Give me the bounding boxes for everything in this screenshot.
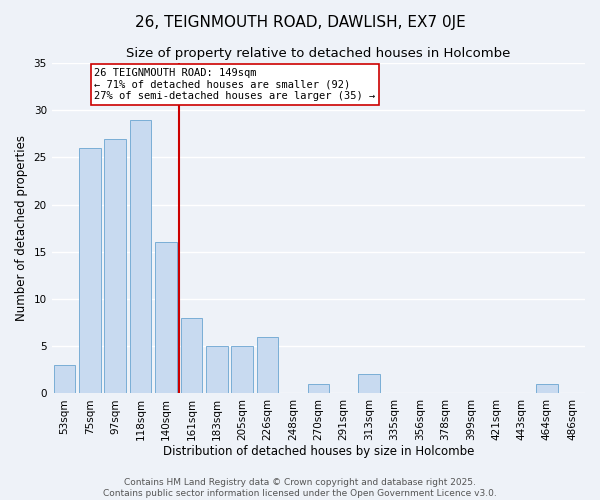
Bar — [79, 148, 101, 394]
Bar — [308, 384, 329, 394]
Bar — [104, 138, 126, 394]
Bar — [206, 346, 227, 394]
Text: 26 TEIGNMOUTH ROAD: 149sqm
← 71% of detached houses are smaller (92)
27% of semi: 26 TEIGNMOUTH ROAD: 149sqm ← 71% of deta… — [94, 68, 376, 101]
Y-axis label: Number of detached properties: Number of detached properties — [15, 135, 28, 321]
Bar — [155, 242, 177, 394]
Bar — [358, 374, 380, 394]
Bar — [536, 384, 557, 394]
Bar — [232, 346, 253, 394]
Text: Contains HM Land Registry data © Crown copyright and database right 2025.
Contai: Contains HM Land Registry data © Crown c… — [103, 478, 497, 498]
Bar — [130, 120, 151, 394]
Bar — [257, 336, 278, 394]
X-axis label: Distribution of detached houses by size in Holcombe: Distribution of detached houses by size … — [163, 444, 474, 458]
Bar — [181, 318, 202, 394]
Text: 26, TEIGNMOUTH ROAD, DAWLISH, EX7 0JE: 26, TEIGNMOUTH ROAD, DAWLISH, EX7 0JE — [134, 15, 466, 30]
Bar — [53, 365, 75, 394]
Title: Size of property relative to detached houses in Holcombe: Size of property relative to detached ho… — [126, 48, 511, 60]
